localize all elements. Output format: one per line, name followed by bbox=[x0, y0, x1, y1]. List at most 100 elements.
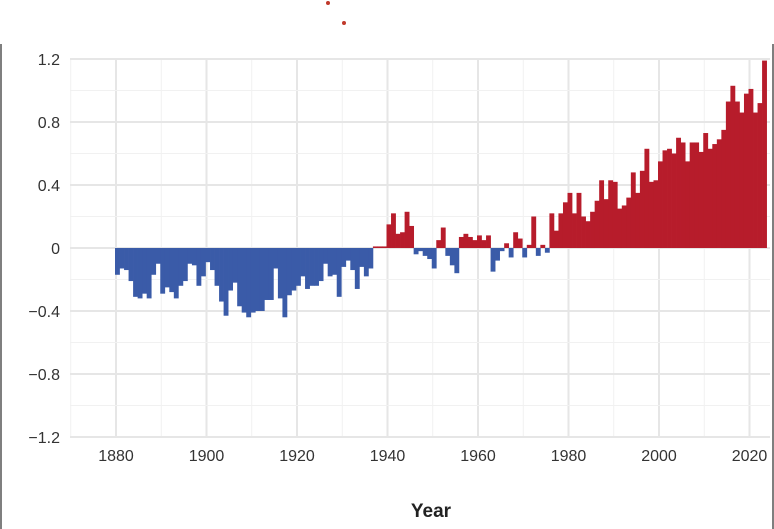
bar-1920 bbox=[296, 248, 301, 286]
bar-1961 bbox=[481, 240, 487, 249]
bar-1975 bbox=[544, 248, 550, 253]
y-axis-tick-labels: 1.2 0.8 0.4 0 −0.4 −0.8 −1.2 bbox=[28, 52, 60, 447]
bar-1986 bbox=[594, 200, 600, 248]
bar-1951 bbox=[436, 240, 442, 249]
x-tick-label: 2020 bbox=[732, 448, 768, 465]
bar-1923 bbox=[309, 248, 315, 286]
bar-1908 bbox=[241, 248, 247, 313]
bar-1984 bbox=[585, 221, 591, 248]
bar-1900 bbox=[205, 248, 211, 263]
bar-1998 bbox=[648, 181, 654, 248]
bar-1979 bbox=[562, 202, 568, 248]
y-tick-label: 0.8 bbox=[38, 115, 60, 132]
bar-1901 bbox=[210, 248, 215, 271]
bar-2021 bbox=[753, 112, 758, 248]
y-tick-label: 1.2 bbox=[38, 52, 60, 69]
bar-1928 bbox=[332, 248, 338, 275]
bar-1993 bbox=[626, 197, 632, 248]
bar-1994 bbox=[630, 172, 636, 248]
bar-1930 bbox=[341, 248, 347, 267]
bar-1898 bbox=[196, 248, 202, 286]
bar-1927 bbox=[327, 248, 333, 277]
bar-2013 bbox=[716, 139, 722, 248]
bar-1990 bbox=[612, 181, 618, 248]
bar-2003 bbox=[671, 153, 677, 248]
bar-1912 bbox=[259, 248, 265, 311]
bar-1969 bbox=[517, 238, 523, 248]
bar-1989 bbox=[608, 180, 614, 248]
bar-1999 bbox=[653, 180, 659, 248]
bar-2011 bbox=[707, 148, 713, 248]
bar-2007 bbox=[689, 142, 695, 248]
bar-1991 bbox=[617, 208, 623, 249]
x-tick-label: 1980 bbox=[551, 448, 587, 465]
bar-1932 bbox=[350, 248, 356, 271]
bar-1884 bbox=[133, 248, 138, 297]
bar-1935 bbox=[363, 248, 369, 277]
bar-1995 bbox=[635, 192, 641, 249]
bar-1941 bbox=[391, 213, 396, 248]
bar-2015 bbox=[725, 101, 731, 248]
bar-1924 bbox=[314, 248, 319, 286]
bar-1937 bbox=[372, 246, 378, 248]
bar-1921 bbox=[300, 248, 306, 277]
bar-2005 bbox=[680, 142, 686, 248]
bar-1962 bbox=[486, 235, 491, 248]
bar-1936 bbox=[368, 248, 374, 269]
bar-1887 bbox=[146, 248, 152, 299]
decorative-dot bbox=[326, 1, 330, 5]
bar-1955 bbox=[454, 248, 460, 274]
bar-1957 bbox=[463, 233, 469, 248]
bar-1933 bbox=[354, 248, 360, 289]
bar-1971 bbox=[526, 244, 532, 248]
bar-1946 bbox=[413, 248, 419, 255]
bar-1911 bbox=[255, 248, 261, 311]
bar-1890 bbox=[160, 248, 166, 294]
bar-1918 bbox=[286, 248, 292, 296]
x-tick-label: 1920 bbox=[279, 448, 315, 465]
bar-1997 bbox=[644, 148, 650, 248]
bar-1894 bbox=[178, 248, 184, 286]
bar-1942 bbox=[395, 233, 401, 248]
bar-1945 bbox=[409, 225, 415, 248]
bar-1919 bbox=[291, 248, 297, 291]
bar-1889 bbox=[155, 248, 161, 264]
bar-1880 bbox=[115, 248, 120, 275]
bar-1981 bbox=[572, 213, 577, 248]
decorative-dot bbox=[342, 21, 346, 25]
bar-1964 bbox=[495, 248, 500, 261]
x-tick-label: 2000 bbox=[641, 448, 677, 465]
bar-1893 bbox=[173, 248, 179, 299]
bar-2004 bbox=[676, 137, 681, 248]
bar-1909 bbox=[246, 248, 252, 318]
y-tick-label: −0.4 bbox=[28, 304, 60, 321]
bar-2008 bbox=[694, 142, 700, 248]
bar-1885 bbox=[137, 248, 143, 299]
bar-2002 bbox=[667, 148, 672, 248]
bar-2006 bbox=[685, 161, 691, 249]
bar-1953 bbox=[445, 248, 451, 256]
bar-1916 bbox=[277, 248, 283, 299]
x-axis-tick-labels: 1880 1900 1920 1940 1960 1980 2000 2020 bbox=[98, 448, 767, 465]
bars bbox=[115, 60, 767, 318]
bar-1883 bbox=[128, 248, 134, 282]
bar-1976 bbox=[549, 213, 555, 248]
bar-1966 bbox=[504, 243, 510, 248]
bar-1960 bbox=[477, 235, 482, 248]
bar-1973 bbox=[535, 248, 541, 256]
bar-1895 bbox=[182, 248, 188, 282]
bar-1983 bbox=[581, 216, 586, 248]
bar-2014 bbox=[721, 129, 727, 249]
y-tick-label: 0.4 bbox=[38, 178, 60, 195]
bar-1917 bbox=[282, 248, 288, 318]
bar-1915 bbox=[273, 248, 279, 269]
bar-1988 bbox=[603, 199, 609, 249]
bar-1992 bbox=[621, 205, 627, 248]
bar-1888 bbox=[151, 248, 157, 275]
y-tick-label: −0.8 bbox=[28, 367, 60, 384]
bar-2022 bbox=[757, 103, 763, 248]
bar-1938 bbox=[377, 246, 383, 248]
bar-1954 bbox=[449, 248, 455, 266]
bar-1925 bbox=[318, 248, 324, 282]
bar-2010 bbox=[703, 133, 709, 248]
